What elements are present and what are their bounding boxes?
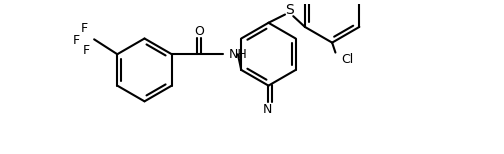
- Text: Cl: Cl: [341, 53, 353, 66]
- Text: S: S: [285, 3, 293, 17]
- Text: N: N: [263, 103, 272, 116]
- Text: F: F: [73, 34, 80, 47]
- Text: O: O: [194, 25, 204, 38]
- Text: F: F: [81, 22, 88, 35]
- Text: NH: NH: [229, 48, 247, 61]
- Text: F: F: [82, 44, 89, 57]
